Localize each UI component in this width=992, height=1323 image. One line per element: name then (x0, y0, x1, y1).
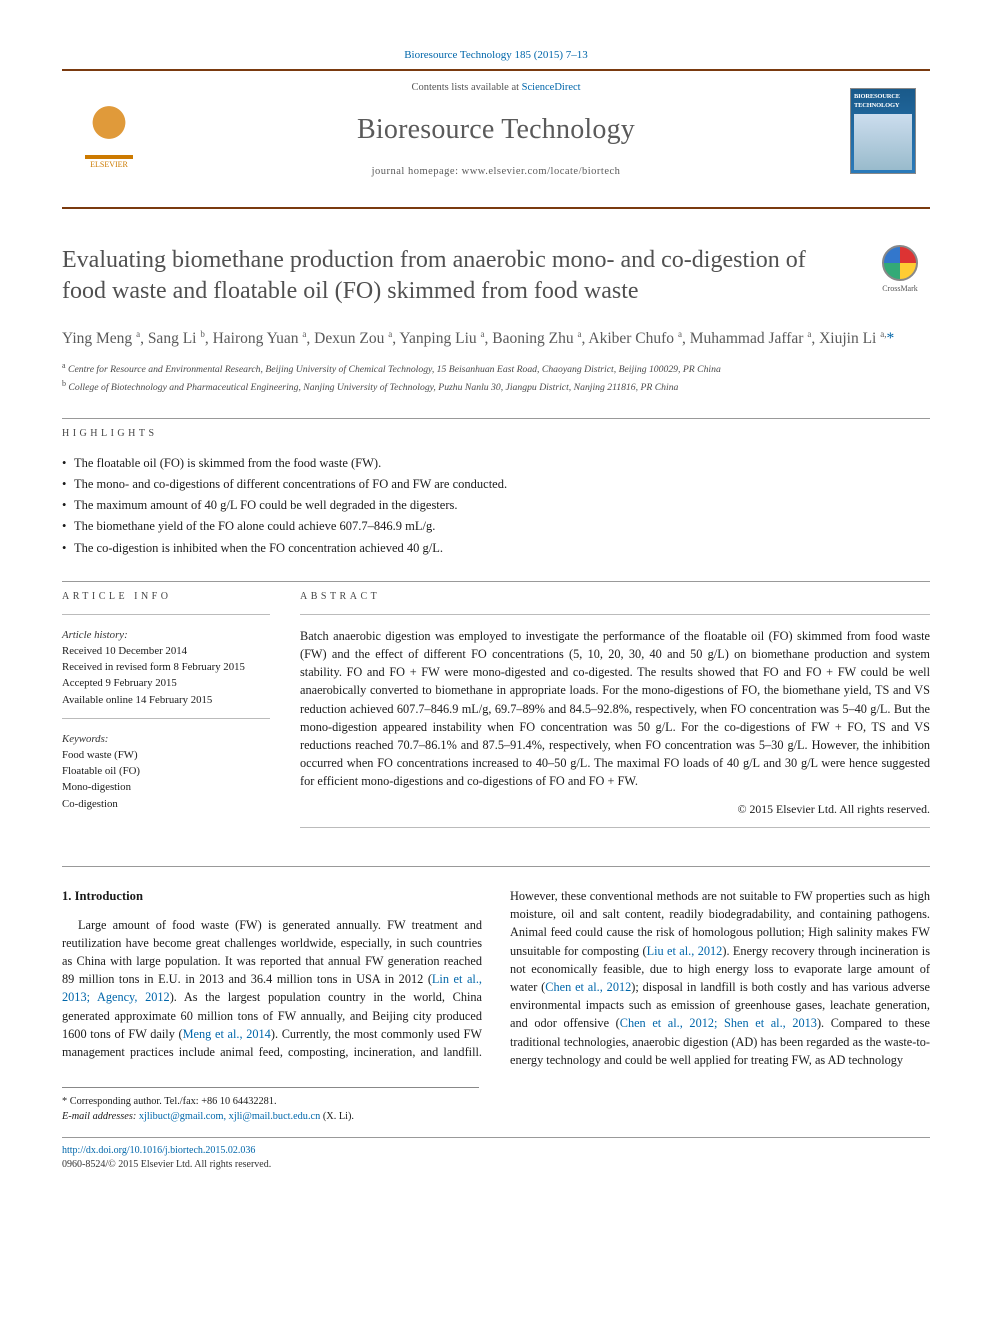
abstract-copyright: © 2015 Elsevier Ltd. All rights reserved… (300, 801, 930, 818)
contents-available-line: Contents lists available at ScienceDirec… (142, 81, 850, 96)
authors-list: Ying Meng a, Sang Li b, Hairong Yuan a, … (62, 327, 930, 350)
article-body: 1. Introduction Large amount of food was… (62, 887, 930, 1069)
journal-homepage: journal homepage: www.elsevier.com/locat… (142, 165, 850, 180)
corresponding-author-footnote: * Corresponding author. Tel./fax: +86 10… (62, 1087, 479, 1125)
journal-name: Bioresource Technology (142, 110, 850, 149)
doi-link[interactable]: http://dx.doi.org/10.1016/j.biortech.201… (62, 1145, 255, 1156)
journal-header: ELSEVIER Contents lists available at Sci… (62, 69, 930, 209)
elsevier-logo: ELSEVIER (76, 91, 142, 171)
article-title: Evaluating biomethane production from an… (62, 245, 870, 306)
abstract-heading: abstract (300, 590, 930, 604)
crossmark-icon (882, 245, 918, 281)
highlight-item: The floatable oil (FO) is skimmed from t… (62, 453, 930, 474)
affiliation-line: a Centre for Resource and Environmental … (62, 360, 930, 378)
article-history: Article history: Received 10 December 20… (62, 627, 270, 708)
abstract-text: Batch anaerobic digestion was employed t… (300, 627, 930, 791)
affiliations: a Centre for Resource and Environmental … (62, 360, 930, 396)
corresponding-email-link[interactable]: xjlibuct@gmail.com, xjli@mail.buct.edu.c… (139, 1111, 320, 1122)
history-line: Available online 14 February 2015 (62, 692, 270, 708)
highlight-item: The co-digestion is inhibited when the F… (62, 538, 930, 559)
highlight-item: The biomethane yield of the FO alone cou… (62, 516, 930, 537)
intro-heading: 1. Introduction (62, 887, 482, 906)
publisher-label: ELSEVIER (90, 159, 128, 170)
intro-paragraph: Large amount of food waste (FW) is gener… (62, 887, 930, 1069)
journal-cover-thumbnail: BIORESOURCE TECHNOLOGY (850, 88, 916, 174)
history-line: Received in revised form 8 February 2015 (62, 659, 270, 675)
highlights-heading: highlights (62, 427, 930, 441)
homepage-url[interactable]: www.elsevier.com/locate/biortech (462, 166, 621, 177)
issn-copyright: 0960-8524/© 2015 Elsevier Ltd. All right… (62, 1158, 930, 1172)
sciencedirect-link[interactable]: ScienceDirect (522, 82, 581, 93)
keywords-block: Keywords: Food waste (FW)Floatable oil (… (62, 731, 270, 812)
highlights-list: The floatable oil (FO) is skimmed from t… (62, 453, 930, 559)
highlight-item: The maximum amount of 40 g/L FO could be… (62, 495, 930, 516)
keyword: Co-digestion (62, 796, 270, 812)
affiliation-line: b College of Biotechnology and Pharmaceu… (62, 378, 930, 396)
page-footer: http://dx.doi.org/10.1016/j.biortech.201… (62, 1137, 930, 1172)
article-info-heading: article info (62, 590, 270, 604)
keyword: Mono-digestion (62, 779, 270, 795)
citation-line: Bioresource Technology 185 (2015) 7–13 (62, 48, 930, 63)
crossmark-badge[interactable]: CrossMark (870, 245, 930, 294)
highlight-item: The mono- and co-digestions of different… (62, 474, 930, 495)
citation-link[interactable]: Bioresource Technology 185 (2015) 7–13 (404, 49, 588, 61)
history-line: Accepted 9 February 2015 (62, 675, 270, 691)
keyword: Floatable oil (FO) (62, 763, 270, 779)
history-line: Received 10 December 2014 (62, 643, 270, 659)
keyword: Food waste (FW) (62, 747, 270, 763)
